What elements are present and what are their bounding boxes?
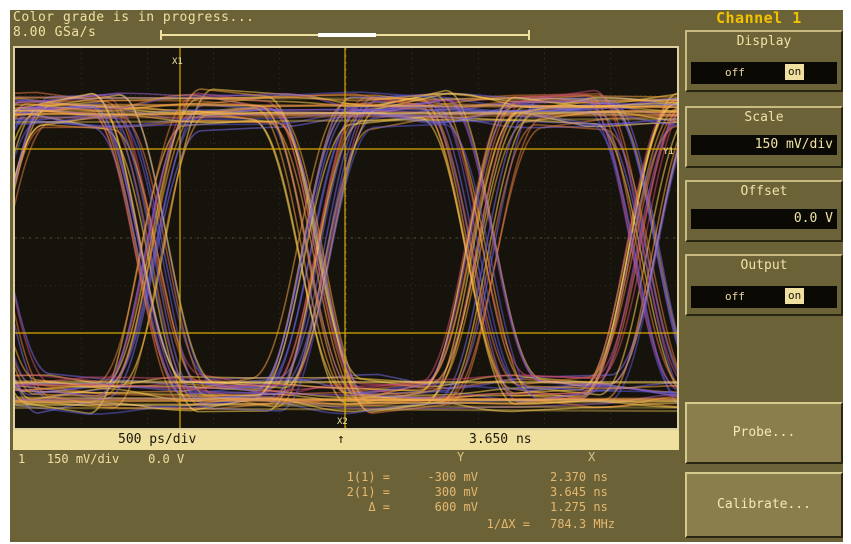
- scale-field[interactable]: 150 mV/div: [691, 135, 837, 155]
- meas-row1-y: -300 mV: [427, 470, 478, 484]
- memory-bar[interactable]: [160, 30, 530, 40]
- offset-field[interactable]: 0.0 V: [691, 209, 837, 229]
- meas-row3-y: 600 mV: [434, 500, 478, 514]
- eye-traces: [15, 88, 677, 415]
- meas-freq-label: 1/ΔX =: [486, 517, 530, 531]
- output-control[interactable]: Output off on: [685, 254, 843, 316]
- display-off-option[interactable]: off: [725, 66, 745, 79]
- memory-bar-window[interactable]: [318, 33, 376, 37]
- meas-row1-x: 2.370 ns: [550, 470, 608, 484]
- offset-control[interactable]: Offset 0.0 V: [685, 180, 843, 242]
- calibrate-button[interactable]: Calibrate...: [685, 472, 843, 538]
- meas-header-y: Y: [457, 450, 465, 464]
- scale-control[interactable]: Scale 150 mV/div: [685, 106, 843, 168]
- marker-y1-label: Y1: [663, 147, 674, 157]
- probe-button[interactable]: Probe...: [685, 402, 843, 464]
- trigger-arrow-icon: ↑: [337, 432, 345, 447]
- display-on-option[interactable]: on: [785, 64, 805, 80]
- output-on-option[interactable]: on: [785, 288, 805, 304]
- delay-value: 3.650 ns: [469, 432, 532, 447]
- meas-header-x: X: [588, 450, 596, 464]
- channel-number: 1: [18, 452, 26, 466]
- waveform-display[interactable]: X1 X2 Y1: [13, 46, 679, 430]
- display-control[interactable]: Display off on: [685, 30, 843, 92]
- meas-row2-y: 300 mV: [434, 485, 478, 499]
- timebase-bar: 500 ps/div ↑ 3.650 ns: [13, 430, 679, 450]
- display-label: Display: [736, 34, 792, 49]
- output-toggle[interactable]: off on: [691, 286, 837, 308]
- panel-title: Channel 1: [716, 10, 802, 27]
- scale-label: Scale: [744, 110, 784, 125]
- markers: X1 X2 Y1: [15, 48, 677, 428]
- offset-label: Offset: [740, 184, 788, 199]
- channel-offset: 0.0 V: [148, 452, 185, 466]
- memory-bar-start: [160, 30, 162, 40]
- memory-bar-end: [528, 30, 530, 40]
- marker-x1-label: X1: [172, 57, 183, 67]
- output-off-option[interactable]: off: [725, 290, 745, 303]
- timebase-value: 500 ps/div: [118, 432, 197, 447]
- marker-x2-label: X2: [337, 417, 348, 427]
- meas-freq-value: 784.3 MHz: [550, 517, 616, 531]
- meas-row2-label: 2(1) =: [346, 485, 390, 499]
- meas-row3-label: Δ =: [368, 500, 390, 514]
- meas-row1-label: 1(1) =: [346, 470, 390, 484]
- meas-row2-x: 3.645 ns: [550, 485, 608, 499]
- scope-screen: Color grade is in progress... 8.00 GSa/s…: [10, 10, 843, 542]
- status-message: Color grade is in progress...: [13, 10, 255, 25]
- meas-row3-x: 1.275 ns: [550, 500, 608, 514]
- channel-info: 1 150 mV/div 0.0 V: [18, 452, 184, 466]
- output-label: Output: [740, 258, 788, 273]
- display-toggle[interactable]: off on: [691, 62, 837, 84]
- sample-rate: 8.00 GSa/s: [13, 25, 97, 40]
- channel-scale: 150 mV/div: [46, 452, 120, 466]
- eye-diagram: X1 X2 Y1: [15, 48, 677, 428]
